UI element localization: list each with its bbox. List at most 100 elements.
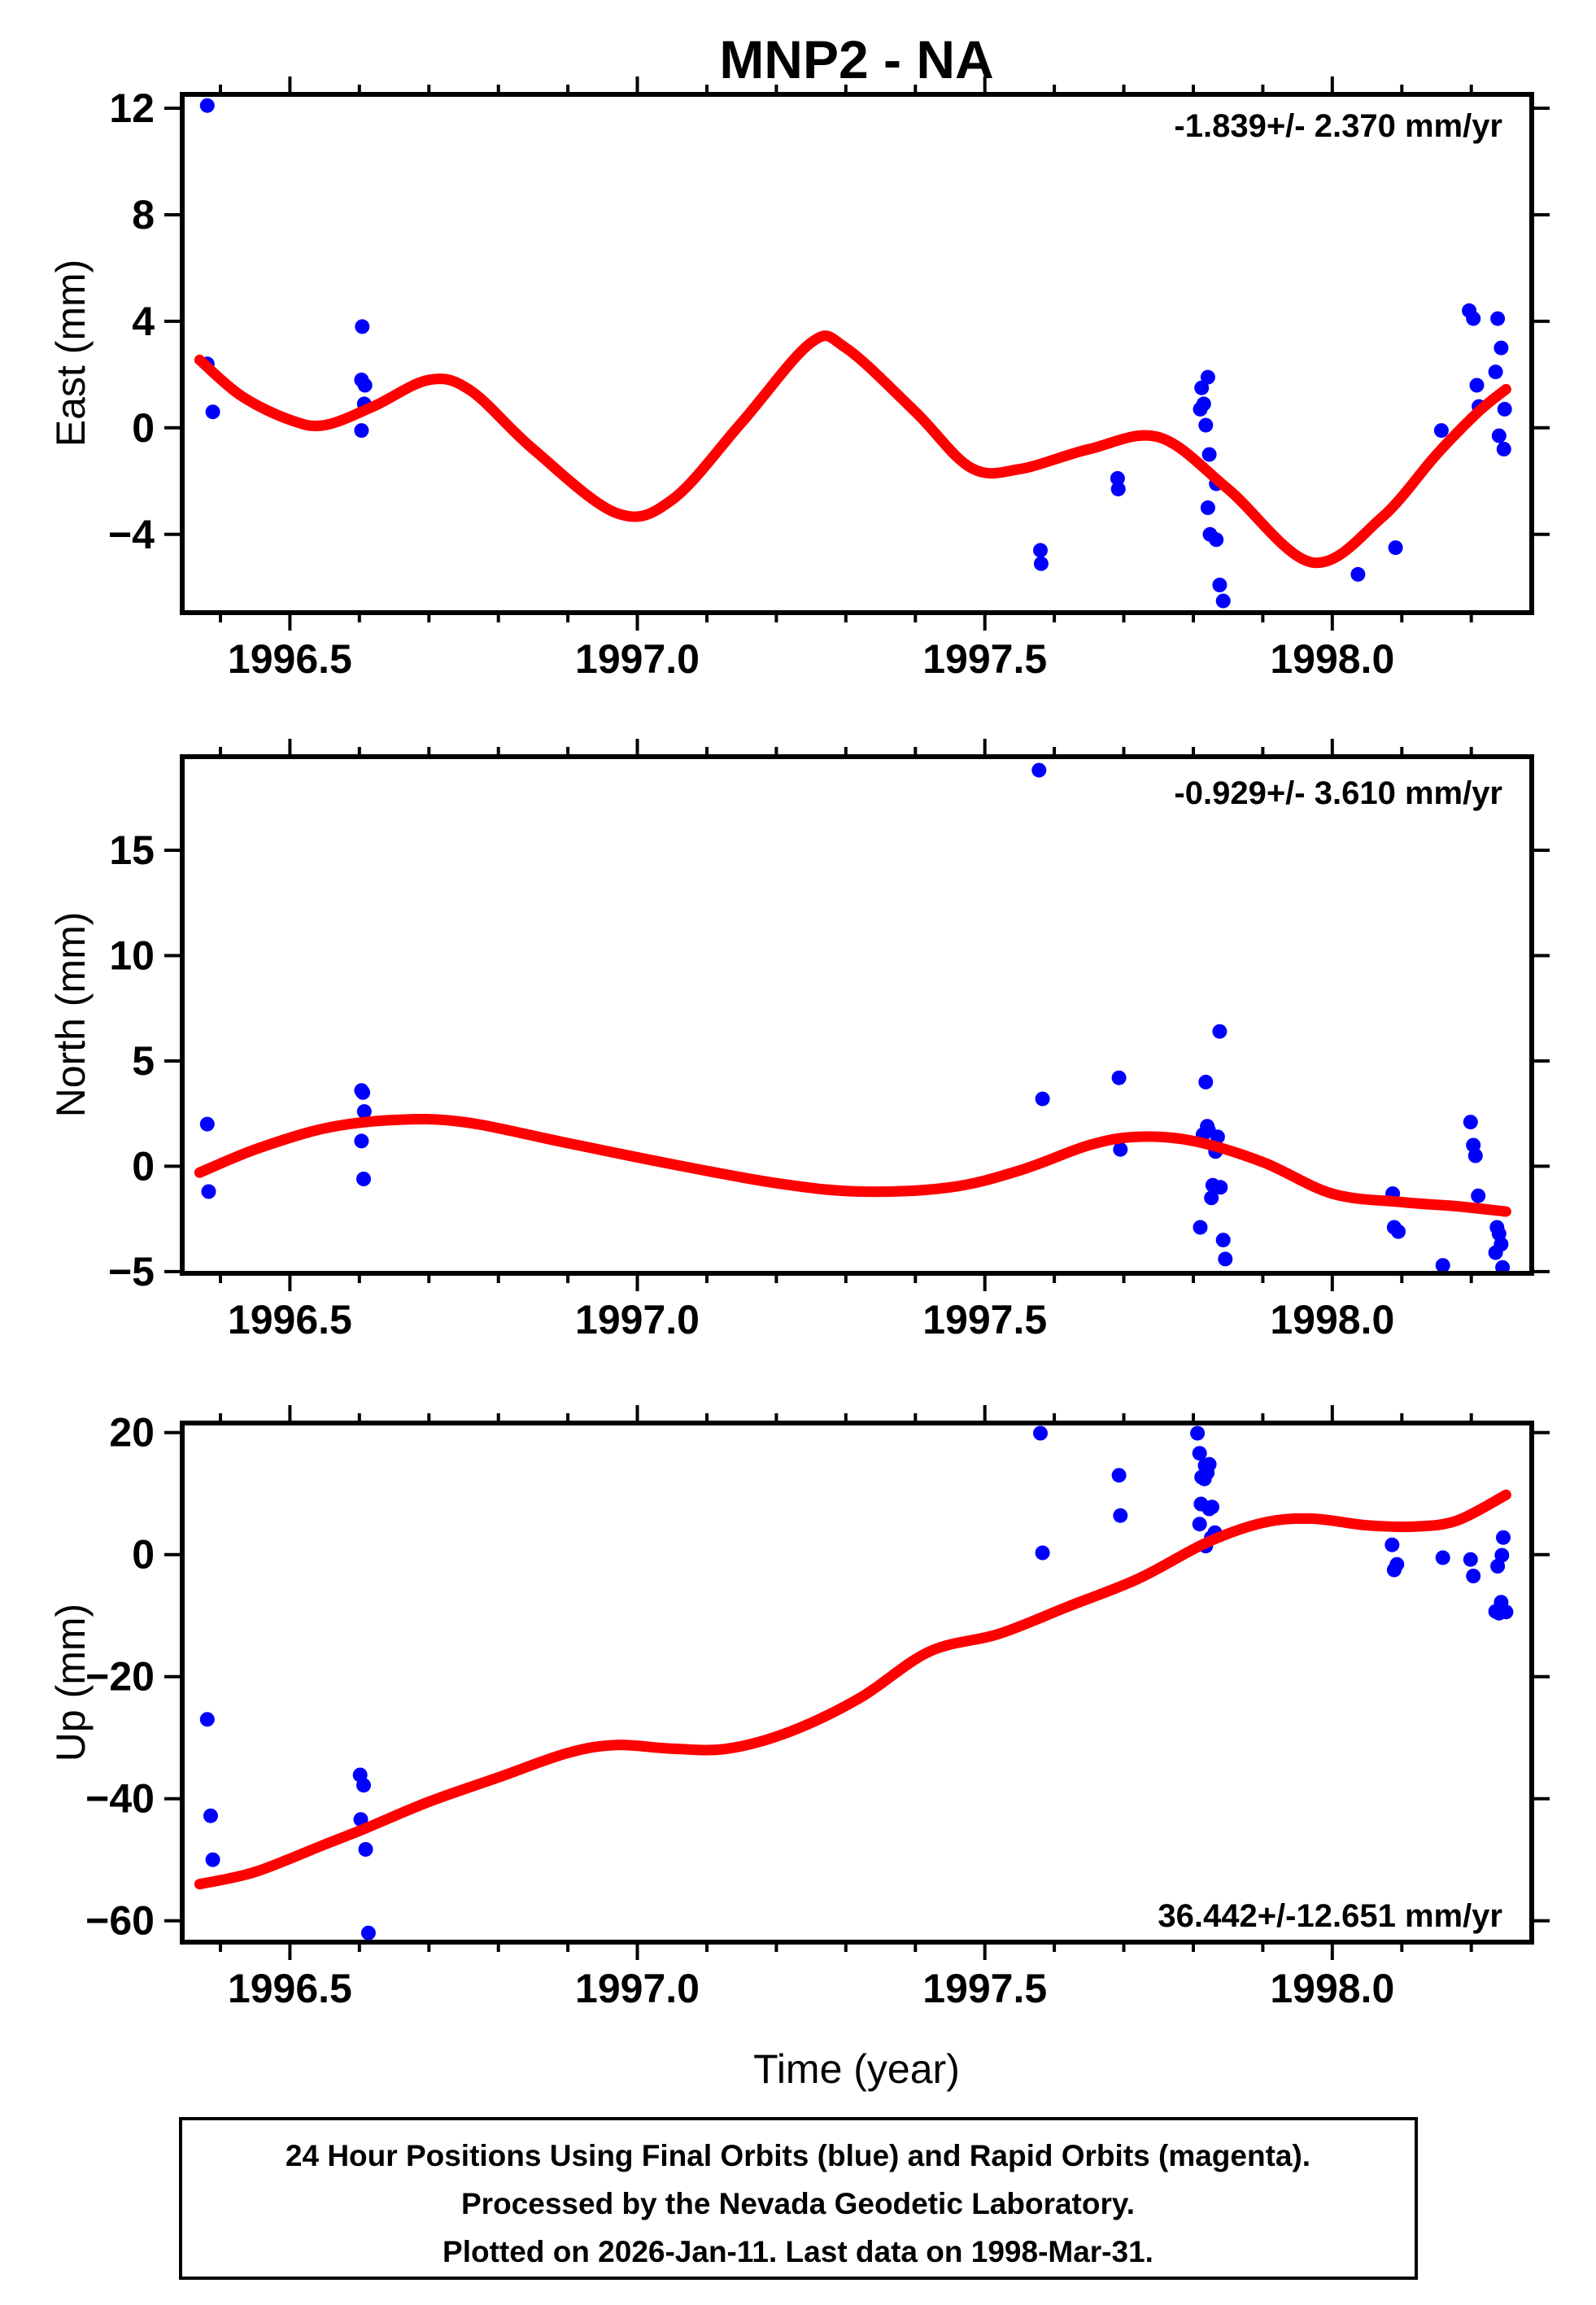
- x-tick-label: 1998.0: [1270, 636, 1394, 682]
- data-point: [1385, 1537, 1400, 1552]
- data-point: [199, 1712, 215, 1727]
- data-point: [1031, 762, 1047, 778]
- data-point: [355, 319, 370, 334]
- data-point: [1113, 1142, 1128, 1157]
- data-point: [360, 1925, 376, 1940]
- y-tick-label: 5: [132, 1038, 155, 1084]
- data-point: [1496, 1530, 1511, 1545]
- data-point: [1488, 365, 1503, 380]
- y-tick-label: 12: [109, 85, 155, 131]
- y-tick-labels: −4 0 4 8 12: [108, 85, 155, 557]
- data-point: [1490, 311, 1506, 326]
- y-tick-label: 0: [132, 1143, 155, 1189]
- data-point: [356, 1172, 371, 1186]
- data-point: [1192, 1446, 1207, 1461]
- data-point: [1212, 578, 1228, 592]
- data-point: [1433, 423, 1449, 439]
- data-point: [1210, 1129, 1225, 1145]
- data-point: [203, 1808, 218, 1823]
- north-rate-annotation: -0.929+/- 3.610 mm/yr: [1174, 775, 1502, 811]
- data-point: [1463, 1115, 1478, 1130]
- data-point: [1111, 1070, 1127, 1085]
- data-point: [356, 1104, 372, 1120]
- north-axis-label: North (mm): [48, 912, 94, 1118]
- data-point: [355, 1085, 371, 1100]
- caption-line-2: Processed by the Nevada Geodetic Laborat…: [461, 2187, 1135, 2220]
- y-tick-labels: −60 −40 −20 0 20: [85, 1410, 155, 1944]
- y-tick-label: 0: [132, 1532, 155, 1578]
- data-point: [1469, 378, 1485, 393]
- data-point: [1205, 1500, 1219, 1515]
- data-point: [1435, 1258, 1450, 1273]
- data-point: [1200, 369, 1215, 385]
- x-tick-label: 1998.0: [1270, 1297, 1394, 1342]
- data-point: [1033, 1425, 1048, 1441]
- panel-border: [180, 1421, 1534, 1945]
- y-tick-label: −20: [85, 1654, 155, 1700]
- data-point: [1198, 1074, 1214, 1089]
- east-panel: −4 0 4 8 12 1996.5 1997.0 1997.5 1998.0: [108, 76, 1550, 682]
- data-point: [1033, 556, 1049, 571]
- x-tick-label: 1996.5: [228, 636, 352, 682]
- data-point: [1200, 1465, 1215, 1481]
- data-point: [358, 1842, 373, 1857]
- data-point: [1466, 1569, 1481, 1583]
- data-point: [1212, 1024, 1228, 1039]
- y-tick-labels: −5 0 5 10 15: [108, 827, 155, 1294]
- y-tick-label: 8: [132, 192, 155, 238]
- data-point: [1213, 1180, 1228, 1195]
- x-tick-label: 1996.5: [228, 1966, 352, 2011]
- data-point: [1391, 1224, 1406, 1239]
- data-point: [1201, 447, 1217, 462]
- data-point: [1033, 543, 1048, 558]
- up-panel: −60 −40 −20 0 20 1996.5 1997.0 1997.5 1998.0: [85, 1405, 1550, 2011]
- data-points: [199, 98, 1512, 609]
- x-tick-labels: 1996.5 1997.0 1997.5 1998.0: [228, 1297, 1394, 1342]
- data-point: [1215, 1233, 1231, 1248]
- data-point: [1388, 540, 1403, 556]
- data-point: [354, 1133, 369, 1149]
- data-points: [199, 1425, 1514, 1940]
- x-tick-label: 1997.5: [922, 1966, 1047, 2011]
- data-point: [1035, 1091, 1050, 1107]
- data-point: [1490, 1559, 1506, 1574]
- y-tick-label: 0: [132, 405, 155, 451]
- north-panel: −5 0 5 10 15 1996.5 1997.0 1997.5 1998.0: [108, 739, 1550, 1342]
- data-point: [1110, 482, 1126, 497]
- fit-curve: [194, 330, 1511, 569]
- x-tick-labels: 1996.5 1997.0 1997.5 1998.0: [228, 636, 1394, 682]
- x-axis-label: Time (year): [753, 2046, 960, 2092]
- caption-box: [179, 2117, 1418, 2280]
- data-point: [1209, 532, 1224, 548]
- data-point: [199, 98, 215, 113]
- data-point: [1494, 1548, 1510, 1563]
- x-tick-labels: 1996.5 1997.0 1997.5 1998.0: [228, 1966, 1394, 2011]
- data-point: [199, 1116, 215, 1132]
- data-point: [1498, 1604, 1514, 1620]
- caption-line-3: Plotted on 2026-Jan-11. Last data on 199…: [443, 2235, 1153, 2268]
- y-tick-label: −40: [85, 1776, 155, 1822]
- data-point: [1110, 471, 1125, 486]
- x-tick-label: 1997.5: [922, 636, 1047, 682]
- y-tick-label: −4: [108, 512, 155, 557]
- data-point: [1471, 1188, 1486, 1203]
- data-point: [1113, 1508, 1128, 1523]
- data-point: [1215, 593, 1231, 609]
- data-point: [1389, 1556, 1405, 1572]
- data-point: [1200, 500, 1215, 515]
- y-tick-label: 15: [109, 827, 155, 873]
- data-point: [1193, 1220, 1208, 1235]
- data-point: [1198, 417, 1214, 433]
- data-point: [205, 404, 220, 420]
- data-point: [1496, 442, 1511, 456]
- data-point: [1204, 1190, 1219, 1206]
- x-tick-label: 1997.0: [575, 1966, 700, 2011]
- data-point: [1194, 380, 1210, 395]
- x-tick-label: 1997.0: [575, 1297, 700, 1342]
- y-tick-label: 20: [109, 1410, 155, 1456]
- y-tick-label: 4: [132, 299, 155, 344]
- x-tick-label: 1998.0: [1270, 1966, 1394, 2011]
- data-point: [1463, 1552, 1478, 1567]
- data-point: [1494, 340, 1509, 356]
